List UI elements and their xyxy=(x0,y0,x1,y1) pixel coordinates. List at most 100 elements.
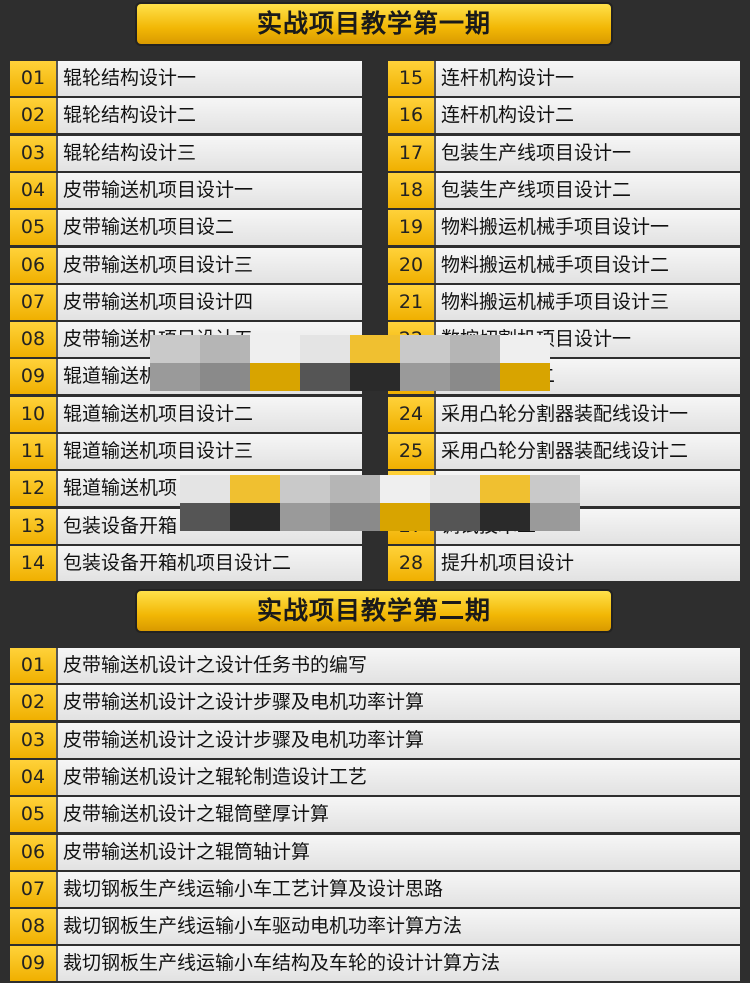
item-text: 皮带输送机项目设计四 xyxy=(58,284,362,320)
list-row: 17 包装生产线项目设计一 xyxy=(388,135,740,171)
item-text: 采用凸轮分割器装配线设计一 xyxy=(436,396,740,432)
list-row: 03 皮带输送机设计之设计步骤及电机功率计算 xyxy=(10,722,740,758)
item-text: 裁切钢板生产线运输小车结构及车轮的设计计算方法 xyxy=(58,946,740,982)
mosaic-block xyxy=(230,503,280,531)
list-row: 02 皮带输送机设计之设计步骤及电机功率计算 xyxy=(10,685,740,721)
list-row: 21 物料搬运机械手项目设计三 xyxy=(388,284,740,320)
list-row: 24 采用凸轮分割器装配线设计一 xyxy=(388,396,740,432)
item-text: 连杆机构设计二 xyxy=(436,98,740,134)
mosaic-block xyxy=(380,503,430,531)
item-number: 07 xyxy=(10,284,58,320)
list-row: 11 辊道输送机项目设计三 xyxy=(10,434,362,469)
list-row: 20 物料搬运机械手项目设计二 xyxy=(388,247,740,283)
list-row: 03 辊轮结构设计三 xyxy=(10,135,362,171)
list-row: 07 皮带输送机项目设计四 xyxy=(10,284,362,320)
item-number: 08 xyxy=(10,909,58,945)
phase1-title: 实战项目教学第一期 xyxy=(135,2,613,46)
mosaic-block xyxy=(200,335,250,363)
item-text: 物料搬运机械手项目设计一 xyxy=(436,210,740,246)
item-number: 28 xyxy=(388,545,436,581)
item-number: 24 xyxy=(388,396,436,432)
mosaic-block xyxy=(350,335,400,363)
mosaic-block xyxy=(480,503,530,531)
item-number: 03 xyxy=(10,722,58,758)
item-number: 20 xyxy=(388,247,436,283)
item-number: 21 xyxy=(388,284,436,320)
item-number: 18 xyxy=(388,172,436,208)
item-number: 02 xyxy=(10,98,58,134)
item-number: 11 xyxy=(10,434,58,469)
item-text: 提升机项目设计 xyxy=(436,545,740,581)
item-number: 12 xyxy=(10,471,58,507)
item-text: 皮带输送机项目设二 xyxy=(58,210,362,246)
item-number: 06 xyxy=(10,834,58,870)
mosaic-block xyxy=(430,475,480,503)
list-row: 08 裁切钢板生产线运输小车驱动电机功率计算方法 xyxy=(10,909,740,945)
mosaic-block xyxy=(300,363,350,391)
mosaic-block xyxy=(200,363,250,391)
item-text: 物料搬运机械手项目设计二 xyxy=(436,247,740,283)
list-row: 04 皮带输送机项目设计一 xyxy=(10,172,362,208)
item-number: 02 xyxy=(10,685,58,721)
mosaic-block xyxy=(530,503,580,531)
list-row: 06 皮带输送机项目设计三 xyxy=(10,247,362,283)
mosaic-block xyxy=(430,503,480,531)
mosaic-block xyxy=(150,363,200,391)
mosaic-block xyxy=(480,475,530,503)
list-row: 02 辊轮结构设计二 xyxy=(10,98,362,134)
item-number: 10 xyxy=(10,396,58,432)
list-row: 06 皮带输送机设计之辊筒轴计算 xyxy=(10,834,740,870)
item-text: 裁切钢板生产线运输小车工艺计算及设计思路 xyxy=(58,871,740,907)
list-row: 01 辊轮结构设计一 xyxy=(10,61,362,96)
list-row: 05 皮带输送机项目设二 xyxy=(10,210,362,246)
mosaic-block xyxy=(280,503,330,531)
item-text: 连杆机构设计一 xyxy=(436,61,740,96)
item-number: 01 xyxy=(10,61,58,96)
list-row: 14 包装设备开箱机项目设计二 xyxy=(10,545,362,581)
item-text: 皮带输送机设计之辊轮制造设计工艺 xyxy=(58,759,740,795)
mosaic-block xyxy=(350,363,400,391)
list-row: 01 皮带输送机设计之设计任务书的编写 xyxy=(10,648,740,683)
item-number: 07 xyxy=(10,871,58,907)
mosaic-block xyxy=(500,335,550,363)
item-text: 皮带输送机设计之设计步骤及电机功率计算 xyxy=(58,722,740,758)
mosaic-block xyxy=(250,363,300,391)
item-text: 辊轮结构设计三 xyxy=(58,135,362,171)
list-row: 04 皮带输送机设计之辊轮制造设计工艺 xyxy=(10,759,740,795)
list-row: 07 裁切钢板生产线运输小车工艺计算及设计思路 xyxy=(10,871,740,907)
phase2-title: 实战项目教学第二期 xyxy=(135,589,613,633)
item-text: 皮带输送机项目设计三 xyxy=(58,247,362,283)
mosaic-block xyxy=(250,335,300,363)
item-text: 辊轮结构设计二 xyxy=(58,98,362,134)
list-row: 09 裁切钢板生产线运输小车结构及车轮的设计计算方法 xyxy=(10,946,740,982)
list-row: 16 连杆机构设计二 xyxy=(388,98,740,134)
item-number: 19 xyxy=(388,210,436,246)
mosaic-block xyxy=(280,475,330,503)
item-text: 裁切钢板生产线运输小车驱动电机功率计算方法 xyxy=(58,909,740,945)
mosaic-block xyxy=(180,503,230,531)
item-number: 03 xyxy=(10,135,58,171)
mosaic-block xyxy=(230,475,280,503)
item-number: 15 xyxy=(388,61,436,96)
mosaic-block xyxy=(180,475,230,503)
mosaic-block xyxy=(330,503,380,531)
mosaic-block xyxy=(500,363,550,391)
item-number: 05 xyxy=(10,797,58,833)
item-text: 皮带输送机设计之辊筒壁厚计算 xyxy=(58,797,740,833)
item-number: 09 xyxy=(10,946,58,982)
item-text: 皮带输送机设计之设计步骤及电机功率计算 xyxy=(58,685,740,721)
item-text: 辊道输送机项目设计二 xyxy=(58,396,362,432)
list-row: 18 包装生产线项目设计二 xyxy=(388,172,740,208)
mosaic-block xyxy=(400,363,450,391)
list-row: 05 皮带输送机设计之辊筒壁厚计算 xyxy=(10,797,740,833)
item-text: 皮带输送机项目设计一 xyxy=(58,172,362,208)
mosaic-block xyxy=(530,475,580,503)
list-row: 10 辊道输送机项目设计二 xyxy=(10,396,362,432)
item-number: 04 xyxy=(10,759,58,795)
mosaic-block xyxy=(150,335,200,363)
list-row: 25 采用凸轮分割器装配线设计二 xyxy=(388,434,740,469)
mosaic-block xyxy=(450,363,500,391)
item-number: 17 xyxy=(388,135,436,171)
item-text: 包装生产线项目设计一 xyxy=(436,135,740,171)
item-text: 采用凸轮分割器装配线设计二 xyxy=(436,434,740,469)
